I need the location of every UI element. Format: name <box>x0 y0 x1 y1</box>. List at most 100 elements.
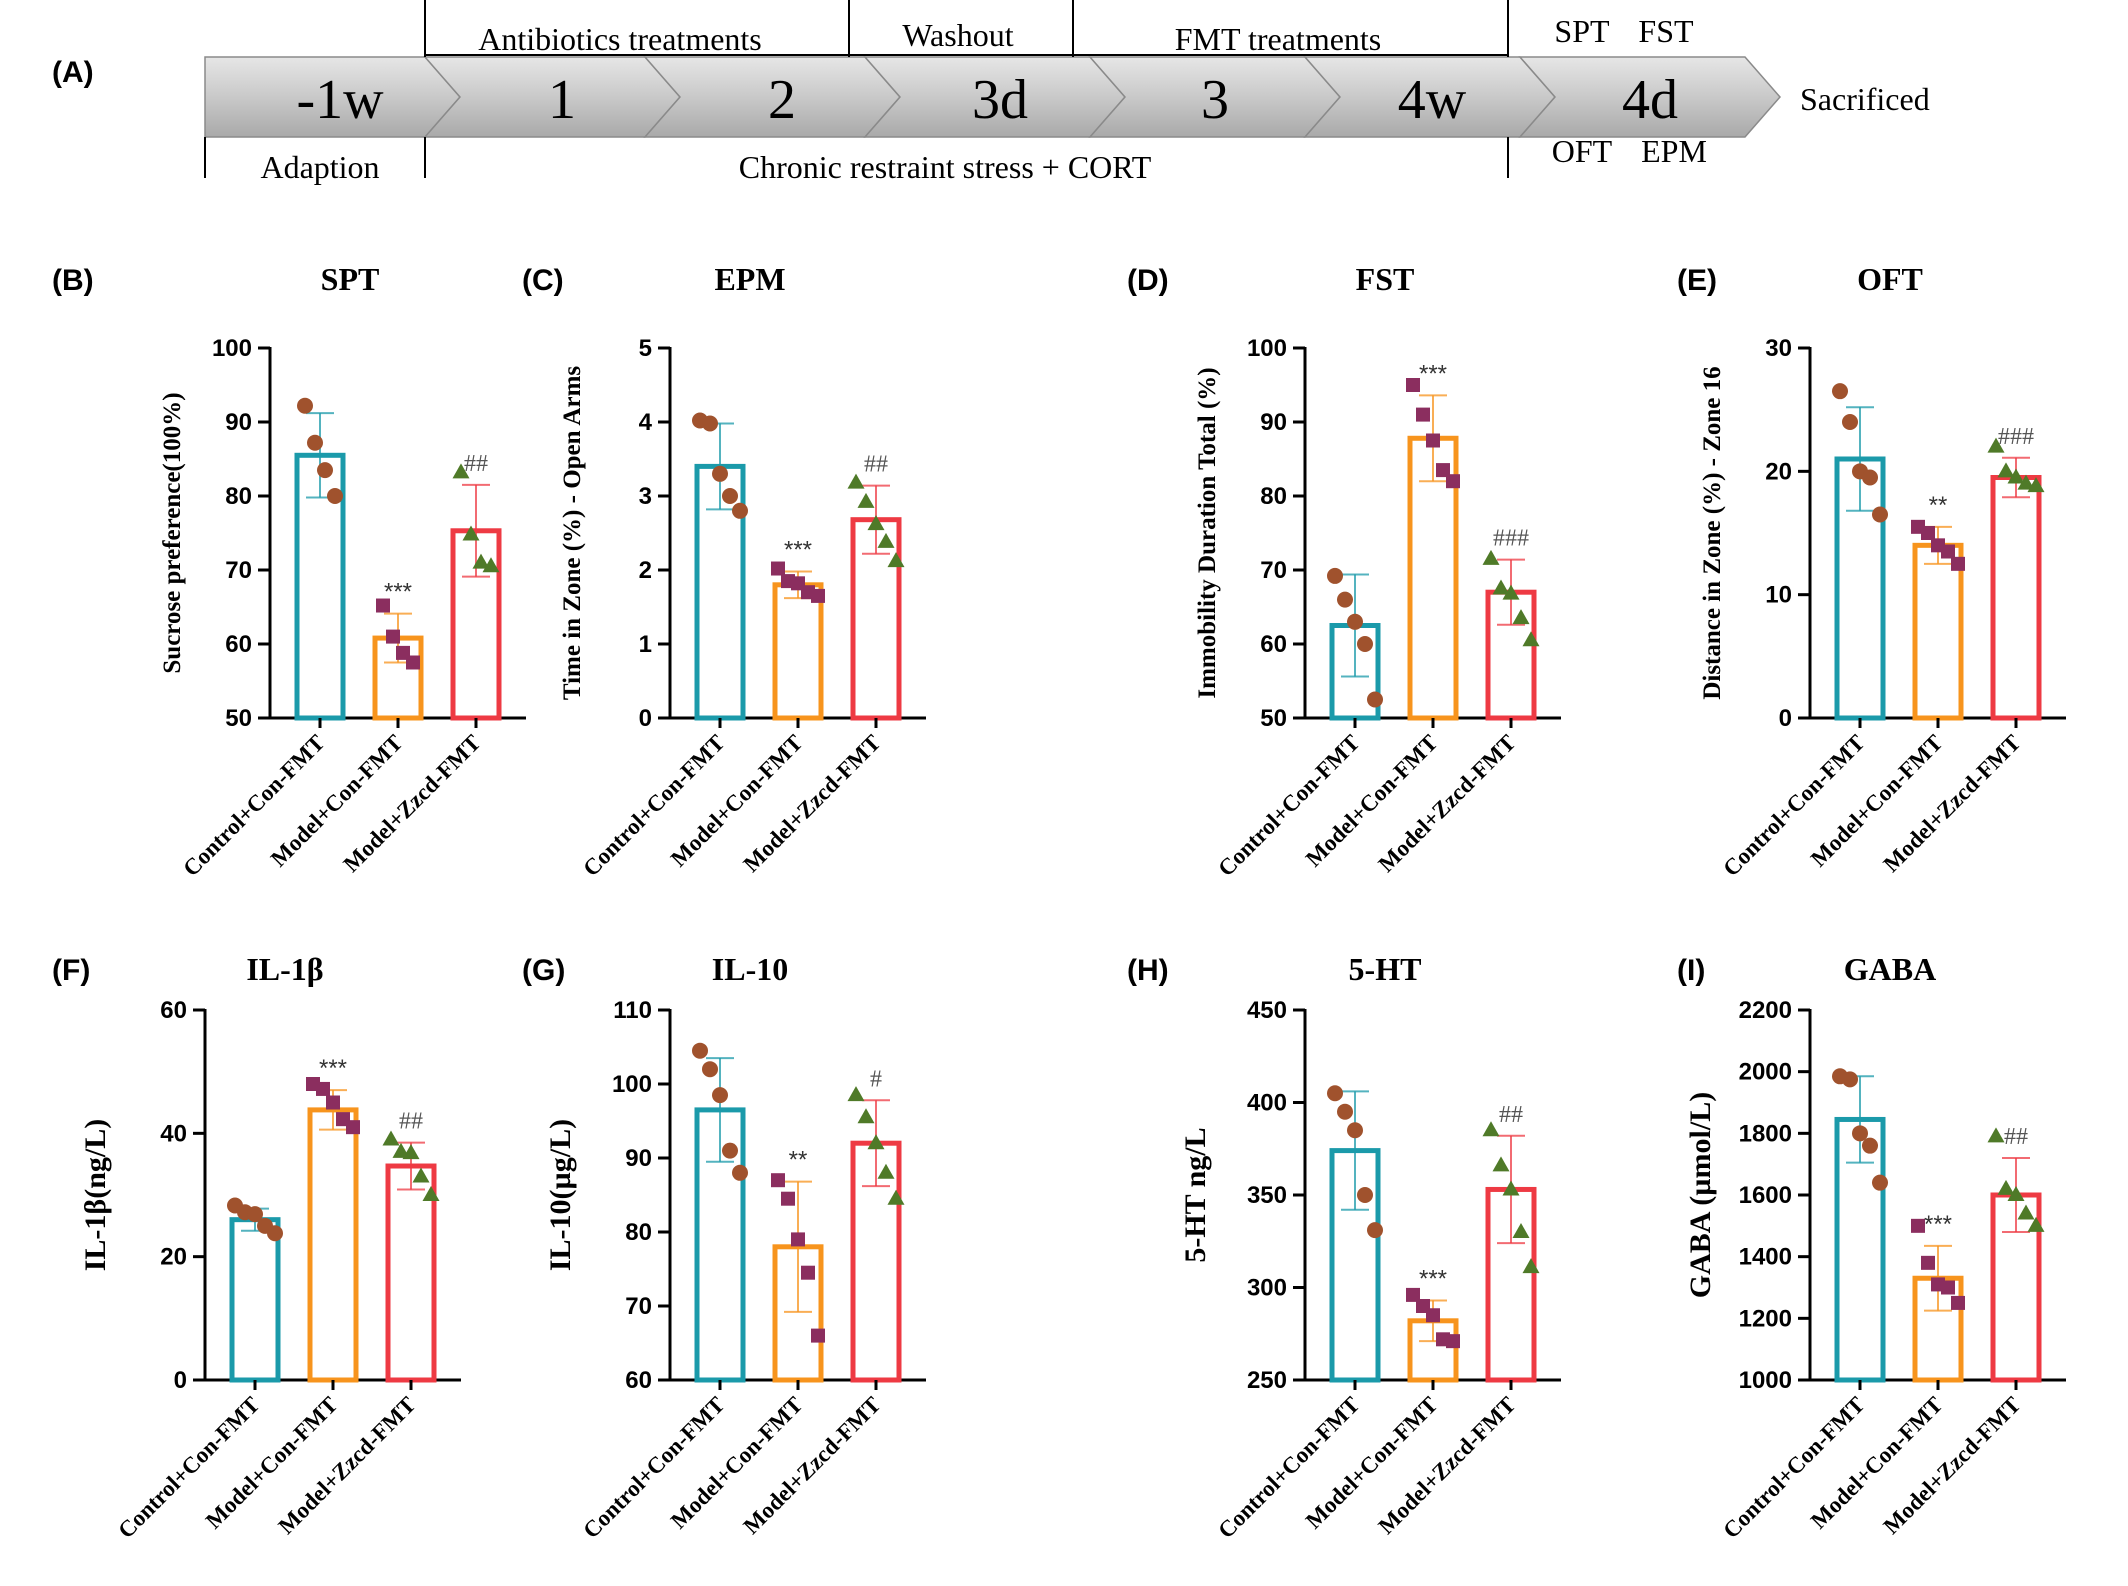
data-point <box>1842 1071 1858 1088</box>
data-point <box>327 488 343 504</box>
chart-spt: (B) SPT 50 60 70 80 90 100 Sucrose preference(10… <box>52 261 526 881</box>
y-tick-label: 4 <box>639 409 653 436</box>
data-point <box>386 629 400 644</box>
data-point <box>1492 579 1510 595</box>
panel-label: (E) <box>1677 264 1717 297</box>
y-tick-label: 90 <box>1260 409 1287 436</box>
chart-title: 5-HT <box>1349 951 1422 987</box>
data-point <box>791 1232 805 1247</box>
y-axis-label: Immobility Duration Total (%) <box>1194 367 1221 698</box>
data-point <box>376 598 390 613</box>
y-tick-label: 70 <box>225 557 252 584</box>
data-point <box>771 1173 785 1188</box>
data-point <box>1502 1180 1520 1196</box>
timeline-test-spt: SPT <box>1554 13 1610 49</box>
data-point <box>712 465 728 482</box>
y-tick-label: 80 <box>1260 483 1287 510</box>
y-tick-label: 40 <box>160 1120 187 1147</box>
y-tick-label: 90 <box>625 1145 652 1172</box>
chart-gaba: (I) GABA 1000 1200 1400 1600 1800 2000 2200 GABA … <box>1677 951 2066 1543</box>
timeline-test-fst: FST <box>1638 13 1694 49</box>
category-label: Model+Zzcd-FMT <box>1373 730 1520 877</box>
y-tick-label: 100 <box>612 1071 652 1098</box>
y-tick-label: 3 <box>639 483 652 510</box>
data-point <box>781 1191 795 1206</box>
chart-title: OFT <box>1857 261 1923 297</box>
data-point <box>422 1186 440 1201</box>
data-point <box>811 1328 825 1343</box>
data-point <box>1482 549 1500 565</box>
data-point <box>326 1095 340 1110</box>
panel-label: (H) <box>1127 954 1169 987</box>
chart-oft: (E) OFT 0 10 20 30 Distance in Zone (%) - Zone… <box>1677 261 2066 881</box>
bar-control-con-fmt <box>229 1217 281 1383</box>
data-point <box>1367 691 1383 708</box>
data-point <box>462 525 480 541</box>
y-tick-label: 1800 <box>1739 1120 1792 1147</box>
data-point <box>692 1042 708 1059</box>
y-tick-label: 400 <box>1247 1090 1287 1117</box>
data-point <box>1941 1280 1955 1295</box>
timeline-segment-2: 1 <box>548 69 576 131</box>
data-point <box>267 1225 283 1242</box>
data-point <box>1941 544 1955 559</box>
data-point <box>1522 631 1540 647</box>
y-tick-label: 300 <box>1247 1275 1287 1302</box>
category-label: Model+Con-FMT <box>666 730 808 872</box>
data-point <box>1436 463 1450 478</box>
y-tick-label: 80 <box>625 1219 652 1246</box>
data-point <box>1357 1187 1373 1203</box>
y-tick-label: 50 <box>225 705 252 732</box>
significance-hash: ### <box>1998 424 2034 450</box>
data-point <box>877 1163 895 1179</box>
category-label: Model+Zzcd-FMT <box>338 730 485 877</box>
timeline-segment-7: 4d <box>1622 69 1678 131</box>
y-tick-label: 60 <box>160 997 187 1024</box>
data-point <box>346 1120 360 1135</box>
y-tick-label: 1 <box>639 631 652 658</box>
category-label: Model+Con-FMT <box>201 1392 343 1534</box>
data-point <box>867 515 885 531</box>
y-tick-label: 70 <box>1260 557 1287 584</box>
category-label: Control+Con-FMT <box>113 1392 264 1543</box>
data-point <box>1921 526 1935 540</box>
data-point <box>1832 383 1848 400</box>
data-point <box>2017 474 2035 490</box>
timeline-segment-4: 3d <box>972 69 1028 131</box>
timeline-segment-3: 2 <box>768 69 796 131</box>
data-point <box>247 1206 263 1223</box>
significance-star: ** <box>1929 492 1948 519</box>
category-label: Control+Con-FMT <box>1718 730 1869 881</box>
data-point <box>702 415 718 432</box>
timeline-test-oft: OFT <box>1552 133 1613 169</box>
data-point <box>1512 1223 1530 1238</box>
y-tick-label: 90 <box>225 409 252 436</box>
y-tick-label: 30 <box>1765 335 1792 362</box>
chart-il1: (F) IL-1β 0 20 40 60 IL-1β(ng/L) Control+Con-FM… <box>52 951 461 1543</box>
chart-title: FST <box>1356 261 1415 297</box>
data-point <box>316 1081 330 1096</box>
y-tick-label: 0 <box>174 1367 187 1394</box>
panel-label: (I) <box>1677 954 1705 987</box>
timeline-segment-5: 3 <box>1201 69 1229 131</box>
chart-title: IL-10 <box>712 951 788 987</box>
data-point <box>2027 1216 2045 1232</box>
significance-hash: ## <box>1499 1102 1523 1128</box>
significance-hash: # <box>870 1066 882 1092</box>
y-tick-label: 50 <box>1260 705 1287 732</box>
y-axis-label: IL-1β(ng/L) <box>79 1119 112 1272</box>
data-point <box>702 1061 718 1078</box>
significance-star: *** <box>784 536 812 563</box>
data-point <box>877 532 895 548</box>
timeline-crs-label: Chronic restraint stress + CORT <box>739 149 1152 185</box>
data-point <box>867 1134 885 1150</box>
y-tick-label: 60 <box>625 1367 652 1394</box>
data-point <box>1337 1103 1353 1120</box>
data-point <box>732 502 748 519</box>
data-point <box>1347 613 1363 630</box>
y-tick-label: 20 <box>160 1244 187 1271</box>
y-tick-label: 1200 <box>1739 1305 1792 1332</box>
panel-label: (C) <box>522 264 564 297</box>
timeline-band-7 <box>1518 56 1781 138</box>
